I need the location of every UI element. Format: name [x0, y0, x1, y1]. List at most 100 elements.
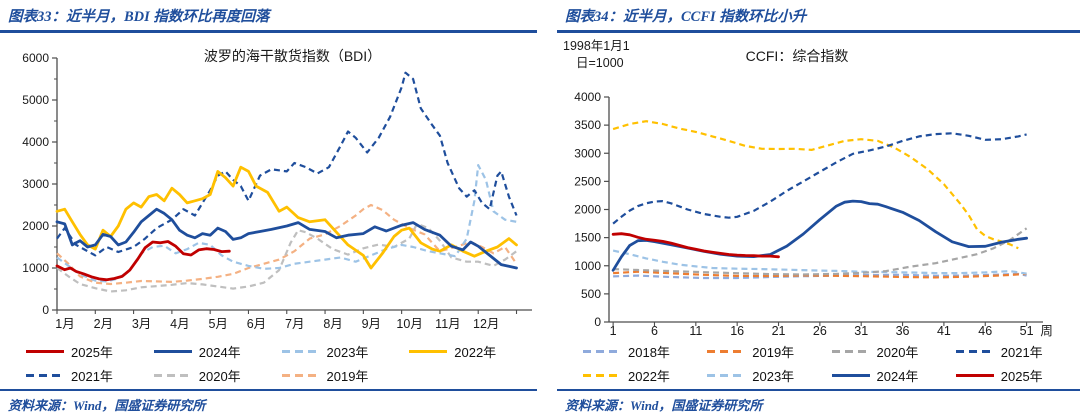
x-tick-label: 8月: [323, 317, 342, 331]
legend-row: 2021年 2020年 2019年: [0, 363, 537, 387]
source-rule: [557, 389, 1080, 391]
legend-line-swatch: [583, 349, 621, 353]
x-tick-label: 2月: [94, 317, 113, 331]
legend-line-swatch: [153, 349, 192, 353]
y-tick-label: 5000: [22, 93, 49, 107]
y-axis: 0 500 1000 1500 2000 2500 3000 3500 4000: [574, 90, 610, 329]
x-tick-label: 36: [896, 324, 910, 338]
legend-item-2021年: 2021年: [26, 366, 154, 385]
legend-label: 2020年: [198, 368, 241, 384]
legend-label: 2024年: [876, 368, 919, 384]
legend-label: 2019年: [752, 344, 795, 360]
x-tick-label: 5月: [208, 317, 227, 331]
x-tick-label: 46: [978, 324, 992, 338]
x-tick-label: 1月: [55, 317, 74, 331]
legend-item-2024年: 2024年: [831, 366, 956, 385]
y-tick-label: 4000: [574, 90, 601, 104]
legend-line-swatch: [707, 349, 746, 353]
legend-label: 2021年: [1000, 344, 1043, 360]
legend-item-2023年: 2023年: [281, 342, 410, 361]
index-base-note: 1998年1月1 日=1000: [563, 38, 630, 72]
legend-item-2019年: 2019年: [281, 366, 410, 385]
panel-ccfi: 图表34：近半月，CCFI 指数环比小升 1998年1月1 日=1000 CCF…: [557, 0, 1080, 418]
header-rule: [557, 30, 1080, 33]
ccfi-chart-title: CCFI：综合指数: [745, 48, 849, 64]
legend-item-2019年: 2019年: [707, 342, 831, 361]
x-tick-label: 11月: [435, 317, 460, 331]
legend-label: 2022年: [628, 368, 670, 384]
y-tick-label: 1500: [574, 231, 601, 245]
legend-row: 2022年 2023年 2024年 2025年: [557, 363, 1080, 387]
series-2023年: [56, 164, 517, 283]
y-tick-label: 3000: [574, 146, 601, 160]
y-tick-label: 0: [594, 315, 601, 329]
y-tick-label: 2000: [22, 219, 49, 233]
legend-item-2021年: 2021年: [955, 342, 1080, 361]
y-tick-label: 2000: [574, 203, 601, 217]
x-axis-unit: 周: [1040, 324, 1053, 338]
legend-line-swatch: [955, 373, 994, 377]
x-tick-label: 9月: [362, 317, 381, 331]
y-tick-label: 1000: [574, 259, 601, 273]
legend-item-2020年: 2020年: [153, 366, 282, 385]
y-tick-label: 2500: [574, 174, 601, 188]
x-tick-label: 6: [651, 324, 658, 338]
legend-line-swatch: [281, 373, 320, 377]
legend-item-2022年: 2022年: [583, 366, 707, 385]
x-tick-label: 4月: [170, 317, 189, 331]
series-2022年: [612, 120, 1019, 250]
panel-bdi: 图表33：近半月，BDI 指数环比再度回落 波罗的海干散货指数（BDI） 0 10…: [0, 0, 537, 418]
legend-item-2022年: 2022年: [409, 342, 537, 361]
series-2021年: [56, 71, 518, 257]
legend-row: 2025年 2024年 2023年 2022年: [0, 339, 537, 363]
legend-label: 2025年: [71, 344, 113, 360]
legend-line-swatch: [153, 373, 192, 377]
x-tick-label: 11: [689, 324, 702, 338]
bdi-chart-title: 波罗的海干散货指数（BDI）: [203, 48, 382, 64]
legend-row: 2018年 2019年 2020年 2021年: [557, 339, 1080, 363]
legend-item-2018年: 2018年: [583, 342, 707, 361]
index-base-note-line2: 日=1000: [576, 56, 624, 70]
y-tick-label: 6000: [22, 51, 49, 65]
legend-item-2025年: 2025年: [26, 342, 154, 361]
header-rule: [0, 30, 537, 33]
source-note: 资料来源：Wind，国盛证券研究所: [8, 398, 206, 413]
series-2024年: [55, 207, 518, 270]
index-base-note-line1: 1998年1月1: [563, 39, 630, 53]
source-note: 资料来源：Wind，国盛证券研究所: [565, 398, 763, 413]
legend-line-swatch: [281, 349, 320, 353]
bdi-legend: 2025年 2024年 2023年 2022年 2021年 2020年 2019年: [0, 339, 537, 387]
series-2025年: [611, 232, 780, 259]
x-tick-label: 26: [813, 324, 827, 338]
legend-label: 2023年: [752, 368, 795, 384]
x-axis: 1 6 11 16 21 26 31 36 41 46 51 周: [609, 321, 1053, 338]
series-2022年: [55, 165, 518, 270]
legend-label: 2021年: [71, 368, 113, 384]
legend-label: 2023年: [326, 344, 369, 360]
x-tick-label: 3月: [132, 317, 151, 331]
ccfi-legend: 2018年 2019年 2020年 2021年 2022年 2023年 2024年 2025年: [557, 339, 1080, 387]
legend-label: 2022年: [454, 344, 497, 360]
series-2019年: [56, 203, 518, 286]
series-2020年: [613, 227, 1028, 276]
legend-line-swatch: [831, 373, 870, 377]
legend-line-swatch: [26, 349, 64, 353]
legend-line-swatch: [583, 373, 621, 377]
legend-label: 2025年: [1000, 368, 1043, 384]
legend-label: 2020年: [876, 344, 919, 360]
legend-item-2023年: 2023年: [707, 366, 831, 385]
bdi-line-chart: 0 1000 2000 3000 4000 5000 6000 1月 2月 3月 4月 5月 6月 7月 8…: [22, 51, 532, 331]
series-2024年: [611, 199, 1028, 272]
y-tick-label: 3000: [22, 177, 49, 191]
x-tick-label: 10月: [396, 317, 422, 331]
legend-line-swatch: [831, 349, 870, 353]
series-2019年: [613, 270, 1027, 279]
y-axis: 0 1000 2000 3000 4000 5000 6000: [22, 51, 58, 317]
series-2025年: [55, 240, 231, 282]
legend-item-2025年: 2025年: [955, 366, 1080, 385]
legend-label: 2024年: [198, 344, 241, 360]
x-tick-label: 31: [854, 324, 868, 338]
y-tick-label: 3500: [574, 118, 601, 132]
